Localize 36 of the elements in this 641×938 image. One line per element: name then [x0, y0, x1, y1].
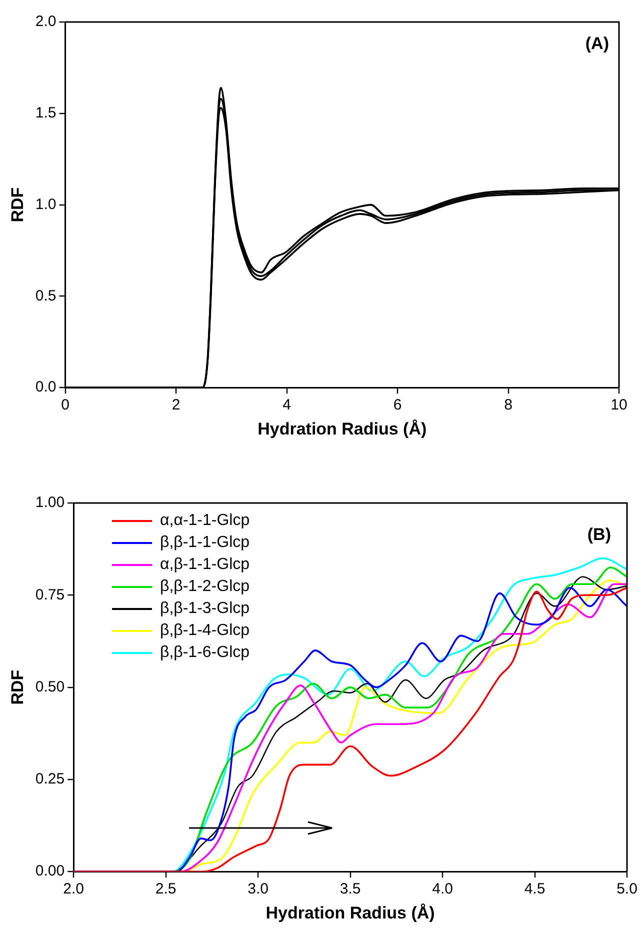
legend-label: α,α-1-1-Glcp	[160, 511, 250, 531]
x-axis-title: Hydration Radius (Å)	[266, 903, 435, 922]
y-tick-label: 0.75	[35, 586, 65, 604]
legend-label: β,β-1-6-Glcp	[160, 643, 250, 663]
y-tick-label: 1.0	[35, 196, 56, 213]
y-tick-label: 0.25	[35, 770, 65, 788]
legend-label: β,β-1-3-Glcp	[160, 599, 250, 619]
y-tick-label: 1.00	[35, 494, 65, 512]
y-axis-title: RDF	[8, 187, 27, 222]
legend-label: β,β-1-4-Glcp	[160, 621, 250, 641]
y-tick-label: 0.5	[35, 287, 56, 304]
x-tick-label: 2.5	[155, 880, 176, 898]
x-tick-label: 4	[282, 396, 291, 414]
x-tick-label: 0	[61, 396, 70, 414]
y-tick-label: 0.50	[35, 678, 65, 696]
legend-label: β,β-1-1-Glcp	[160, 533, 250, 553]
x-axis-title: Hydration Radius (Å)	[258, 419, 427, 438]
x-tick-label: 2.0	[63, 880, 84, 898]
legend-label: α,β-1-1-Glcp	[160, 555, 250, 575]
x-tick-label: 3.5	[340, 880, 361, 898]
x-tick-label: 2	[172, 396, 180, 414]
y-tick-label: 0.00	[35, 862, 65, 880]
y-axis-title: RDF	[8, 670, 27, 705]
y-tick-label: 2.0	[35, 13, 56, 30]
y-tick-label: 0.0	[35, 378, 56, 396]
x-tick-label: 10	[610, 396, 628, 414]
x-tick-label: 3.0	[248, 880, 268, 898]
x-tick-label: 6	[393, 396, 402, 414]
annotation: (A)	[585, 34, 609, 54]
x-tick-label: 5.0	[616, 880, 638, 898]
x-tick-label: 4.5	[524, 880, 546, 898]
legend-label: β,β-1-2-Glcp	[160, 577, 250, 597]
y-tick-label: 1.5	[35, 104, 56, 122]
x-tick-label: 4.0	[432, 880, 453, 898]
x-tick-label: 8	[504, 396, 512, 414]
annotation: (B)	[587, 525, 611, 545]
